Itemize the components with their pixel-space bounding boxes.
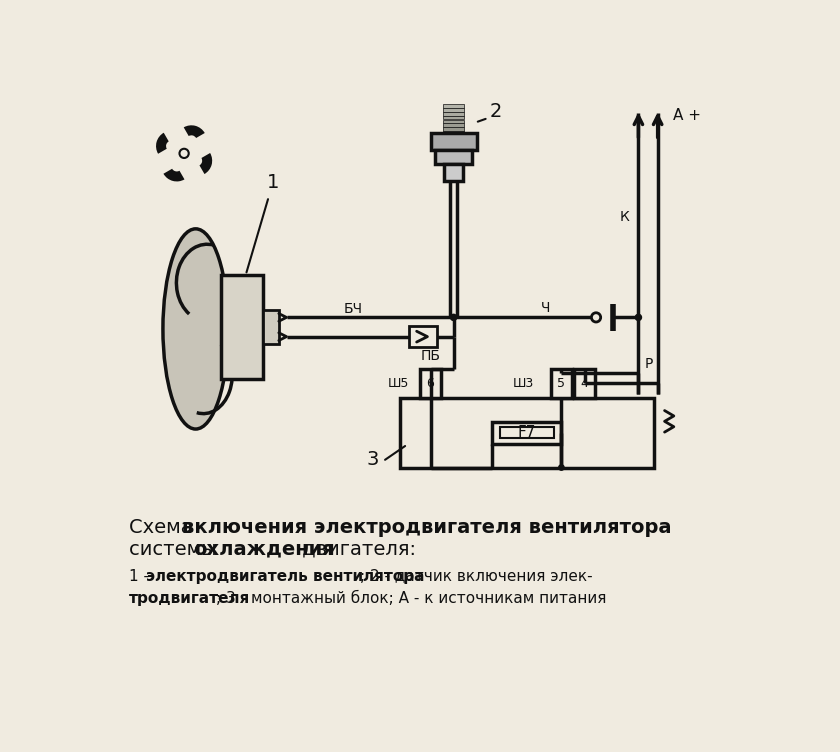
Text: включения электродвигателя вентилятора: включения электродвигателя вентилятора [181, 518, 671, 537]
Bar [431, 133, 477, 150]
Ellipse shape [163, 229, 228, 429]
Bar [443, 108, 465, 112]
Text: А +: А + [673, 108, 701, 123]
Circle shape [635, 314, 642, 320]
Bar [443, 127, 465, 131]
Text: 1 -: 1 - [129, 569, 154, 584]
Circle shape [180, 149, 189, 158]
Text: 4: 4 [580, 377, 589, 390]
Text: системы: системы [129, 540, 223, 559]
Text: 6: 6 [427, 377, 434, 390]
Text: ; 3 - монтажный блок; А - к источникам питания: ; 3 - монтажный блок; А - к источникам п… [217, 591, 606, 606]
Bar [443, 123, 465, 127]
Text: F7: F7 [517, 426, 536, 441]
Text: двигателя:: двигателя: [296, 540, 416, 559]
Bar [551, 369, 572, 399]
Bar [574, 369, 596, 399]
Bar [264, 310, 279, 344]
Text: охлаждения: охлаждения [193, 540, 335, 559]
Text: К: К [619, 211, 629, 224]
Bar [409, 326, 437, 347]
Bar [400, 399, 654, 468]
Bar [443, 112, 465, 116]
Bar [444, 164, 463, 181]
Bar [443, 120, 465, 123]
Text: Р: Р [644, 356, 653, 371]
Text: электродвигатель вентилятора: электродвигатель вентилятора [145, 569, 424, 584]
Wedge shape [184, 126, 205, 138]
Text: 5: 5 [558, 377, 565, 390]
Bar [420, 369, 441, 399]
Bar [435, 150, 472, 164]
Text: Ч: Ч [541, 301, 551, 315]
Text: БЧ: БЧ [344, 302, 363, 316]
Bar [443, 116, 465, 120]
Text: ПБ: ПБ [421, 349, 440, 363]
Bar [221, 275, 264, 379]
Circle shape [591, 313, 601, 322]
Text: тродвигателя: тродвигателя [129, 591, 250, 606]
Circle shape [450, 314, 457, 320]
Wedge shape [156, 133, 169, 153]
Text: 1: 1 [266, 173, 279, 193]
Text: 3: 3 [366, 450, 379, 469]
Circle shape [559, 465, 564, 470]
Text: Ш5: Ш5 [387, 377, 409, 390]
Text: Схема: Схема [129, 518, 198, 537]
Text: ; 2 - датчик включения элек-: ; 2 - датчик включения элек- [360, 569, 592, 584]
Wedge shape [164, 168, 185, 181]
Bar [443, 104, 465, 108]
Text: Ш3: Ш3 [513, 377, 534, 390]
Wedge shape [199, 153, 213, 174]
Bar [443, 131, 465, 135]
Text: 2: 2 [490, 102, 502, 121]
Bar [500, 427, 554, 438]
Bar [492, 422, 561, 444]
